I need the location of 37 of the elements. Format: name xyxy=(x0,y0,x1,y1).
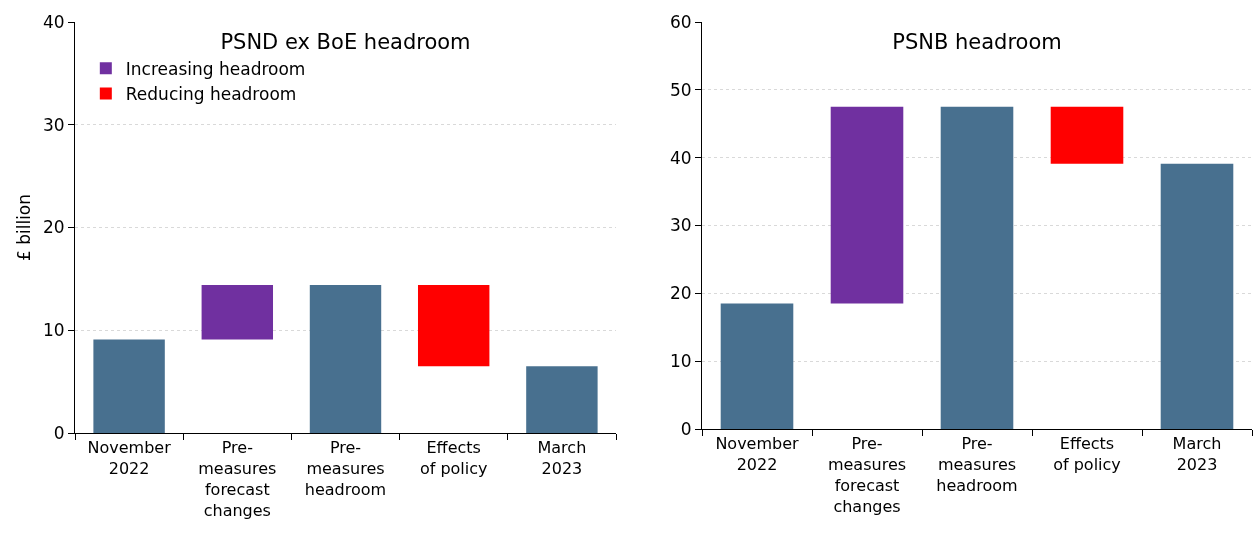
x-tick-label: November 2022 xyxy=(715,434,800,474)
chart-title: PSND ex BoE headroom xyxy=(220,30,471,55)
bar xyxy=(417,285,490,367)
y-axis-title: £ billion xyxy=(13,193,34,262)
bar xyxy=(526,366,598,433)
x-tick-label: March 2023 xyxy=(537,438,587,478)
y-tick-label: 0 xyxy=(53,422,65,443)
legend-label: Increasing headroom xyxy=(125,58,306,79)
legend-label: Reducing headroom xyxy=(125,84,297,105)
bar xyxy=(93,339,165,433)
y-tick-label: 30 xyxy=(42,114,65,135)
x-tick-label: Pre-measures headroom xyxy=(304,438,387,499)
bar xyxy=(720,303,794,429)
y-tick-label: 20 xyxy=(669,283,692,304)
y-tick-label: 60 xyxy=(669,11,692,32)
y-tick-label: 10 xyxy=(669,351,692,372)
y-tick-label: 0 xyxy=(680,418,692,439)
x-tick-label: March 2023 xyxy=(1172,434,1222,474)
y-tick-label: 40 xyxy=(42,11,65,32)
x-tick-label: Pre-measures headroom xyxy=(936,434,1018,495)
x-tick-label: Effects of policy xyxy=(419,438,488,478)
chart-title: PSNB headroom xyxy=(892,29,1062,54)
y-tick-label: 40 xyxy=(669,147,692,168)
bar xyxy=(1050,106,1124,164)
y-tick-label: 20 xyxy=(42,217,65,238)
y-tick-label: 30 xyxy=(669,215,692,236)
bar xyxy=(940,106,1014,429)
bar xyxy=(1160,163,1234,429)
x-tick-label: Effects of policy xyxy=(1053,434,1121,474)
x-tick-label: Pre-measures forecast changes xyxy=(198,438,277,520)
bar xyxy=(309,285,382,433)
bar xyxy=(201,285,274,340)
bar xyxy=(830,106,904,304)
x-tick-label: November 2022 xyxy=(87,438,172,478)
y-tick-label: 50 xyxy=(669,79,692,100)
x-tick-label: Pre-measures forecast changes xyxy=(827,434,907,516)
y-tick-label: 10 xyxy=(42,320,65,341)
